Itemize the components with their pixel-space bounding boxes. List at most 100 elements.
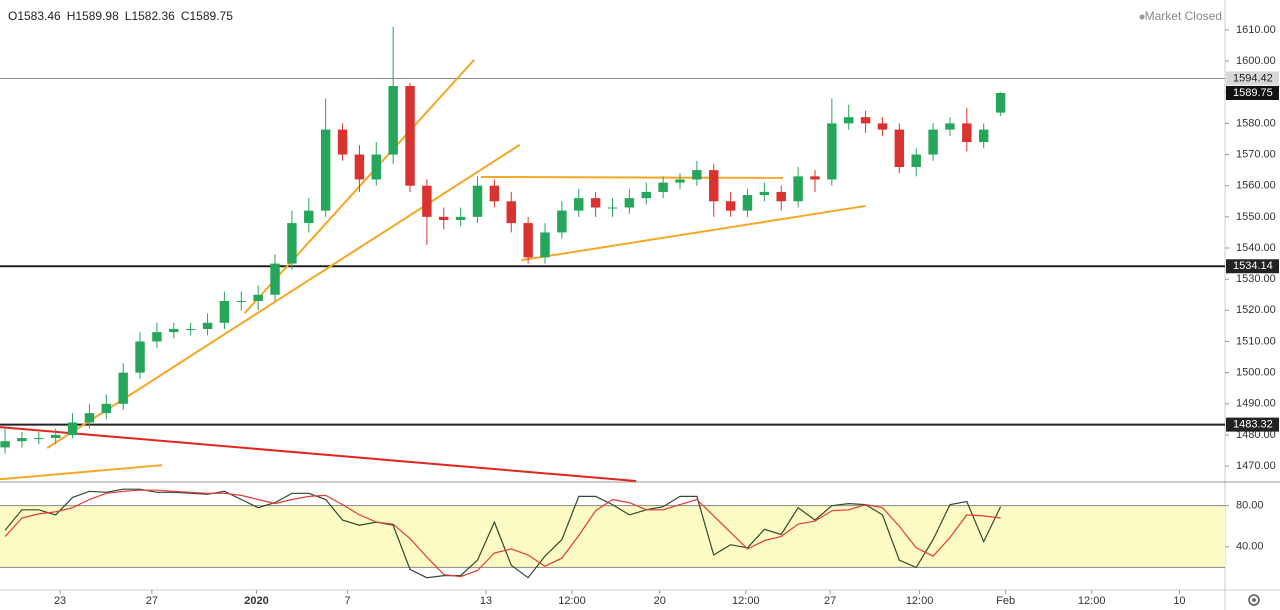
y-tick-label: 1510.00: [1236, 335, 1276, 347]
candle-body: [320, 129, 331, 211]
price-label: 1594.42: [1233, 72, 1273, 84]
candle-body: [118, 372, 128, 404]
candle-body: [169, 329, 179, 333]
candle-body: [641, 191, 651, 199]
y-tick-label: 1490.00: [1236, 398, 1276, 410]
ohlc-value: C1589.75: [181, 9, 233, 23]
candle-body: [472, 185, 483, 217]
candle-body: [202, 322, 213, 330]
candle-body: [523, 223, 533, 258]
candle-body: [371, 154, 381, 180]
price-label-box: [1226, 259, 1279, 274]
candle-body: [304, 210, 314, 224]
candle-body: [574, 198, 584, 211]
candle-body: [945, 123, 955, 130]
y-tick-label: 1520.00: [1236, 304, 1276, 316]
candle-body: [590, 198, 601, 208]
price-label: 1483.32: [1233, 419, 1273, 431]
candle-body: [337, 129, 348, 155]
candle-body: [135, 341, 145, 373]
y-tick-label: 1550.00: [1236, 211, 1276, 223]
ohlc-value: L1582.36: [125, 9, 175, 23]
candle-body: [877, 123, 888, 130]
candle-body: [658, 182, 668, 192]
candle-body: [236, 300, 247, 302]
y-tick-label: 1570.00: [1236, 148, 1276, 160]
candle-body: [962, 123, 972, 143]
candle-body: [17, 438, 27, 442]
candle-body: [725, 201, 736, 211]
y-tick-label: 1470.00: [1236, 460, 1276, 472]
candle-body: [0, 441, 10, 448]
price-label: 1534.14: [1233, 260, 1273, 272]
y-tick-label: 1540.00: [1236, 242, 1276, 254]
candle-body: [439, 216, 449, 220]
price-label-box: [1226, 86, 1279, 101]
candle-body: [84, 413, 95, 423]
candle-body: [287, 223, 297, 264]
y-tick-label: 1580.00: [1236, 117, 1276, 129]
price-label-box: [1226, 71, 1279, 86]
candle-body: [506, 201, 516, 224]
x-tick-label: 7: [345, 595, 351, 607]
candle-body: [911, 154, 921, 168]
candle-body: [405, 85, 415, 186]
y-tick-label: 40.00: [1236, 541, 1264, 553]
candle-body: [624, 198, 635, 208]
candle-body: [219, 300, 230, 323]
candle-body: [67, 422, 78, 435]
trend-line: [0, 464, 163, 481]
status-dot: [1139, 14, 1145, 20]
candle-body: [540, 232, 550, 258]
candle-body: [928, 129, 938, 155]
candle-body: [793, 176, 803, 202]
candle-body: [34, 438, 44, 440]
candle-body: [185, 329, 196, 331]
candle-body: [455, 216, 466, 220]
y-tick-label: 1610.00: [1236, 24, 1276, 36]
settings-icon[interactable]: [1248, 594, 1260, 606]
candle-body: [101, 403, 112, 414]
x-tick-label: 12:00: [1078, 595, 1106, 607]
x-tick-label: 27: [146, 595, 158, 607]
candle-body: [759, 191, 770, 196]
candle-body: [607, 207, 618, 209]
candle-body: [776, 191, 786, 202]
price-label-box: [1226, 417, 1279, 432]
candle-body: [810, 176, 820, 180]
y-tick-label: 1530.00: [1236, 273, 1276, 285]
trend-line: [521, 204, 866, 262]
candle-body: [995, 93, 1006, 113]
price-label: 1589.75: [1233, 87, 1273, 99]
x-tick-label: Feb: [996, 595, 1015, 607]
y-tick-label: 1560.00: [1236, 180, 1276, 192]
y-tick-label: 1500.00: [1236, 367, 1276, 379]
y-tick-label: 80.00: [1236, 500, 1264, 512]
stoch-band: [0, 505, 1225, 568]
candle-body: [860, 117, 871, 124]
y-tick-label: 1480.00: [1236, 429, 1276, 441]
x-tick-label: 23: [54, 595, 66, 607]
candle-body: [489, 185, 500, 202]
x-tick-label: 12:00: [906, 595, 934, 607]
y-tick-label: 1600.00: [1236, 55, 1276, 67]
candle-body: [978, 129, 989, 143]
candle-body: [388, 85, 398, 155]
trend-line: [480, 175, 783, 179]
x-tick-label: 20: [654, 595, 666, 607]
candle-body: [354, 154, 365, 180]
candle-body: [50, 434, 61, 439]
candle-body: [253, 294, 263, 301]
ohlc-value: O1583.46: [8, 9, 61, 23]
stoch-line: [4, 489, 1001, 578]
x-tick-label: 2020: [244, 595, 268, 607]
x-tick-label: 10: [1173, 595, 1185, 607]
x-tick-label: 27: [824, 595, 836, 607]
candle-body: [894, 129, 905, 168]
candle-body: [152, 332, 162, 342]
x-tick-label: 13: [480, 595, 492, 607]
candle-body: [692, 170, 702, 180]
ohlc-header: O1583.46 H1589.98 L1582.36 C1589.75: [8, 9, 233, 23]
candle-body: [422, 185, 432, 217]
